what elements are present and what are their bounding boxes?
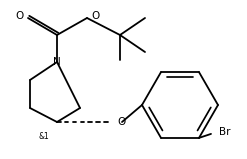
Text: O: O: [117, 117, 125, 127]
Text: O: O: [16, 11, 24, 21]
Text: N: N: [53, 57, 61, 67]
Text: O: O: [91, 11, 99, 21]
Text: Br: Br: [219, 127, 230, 137]
Text: &1: &1: [38, 132, 49, 141]
